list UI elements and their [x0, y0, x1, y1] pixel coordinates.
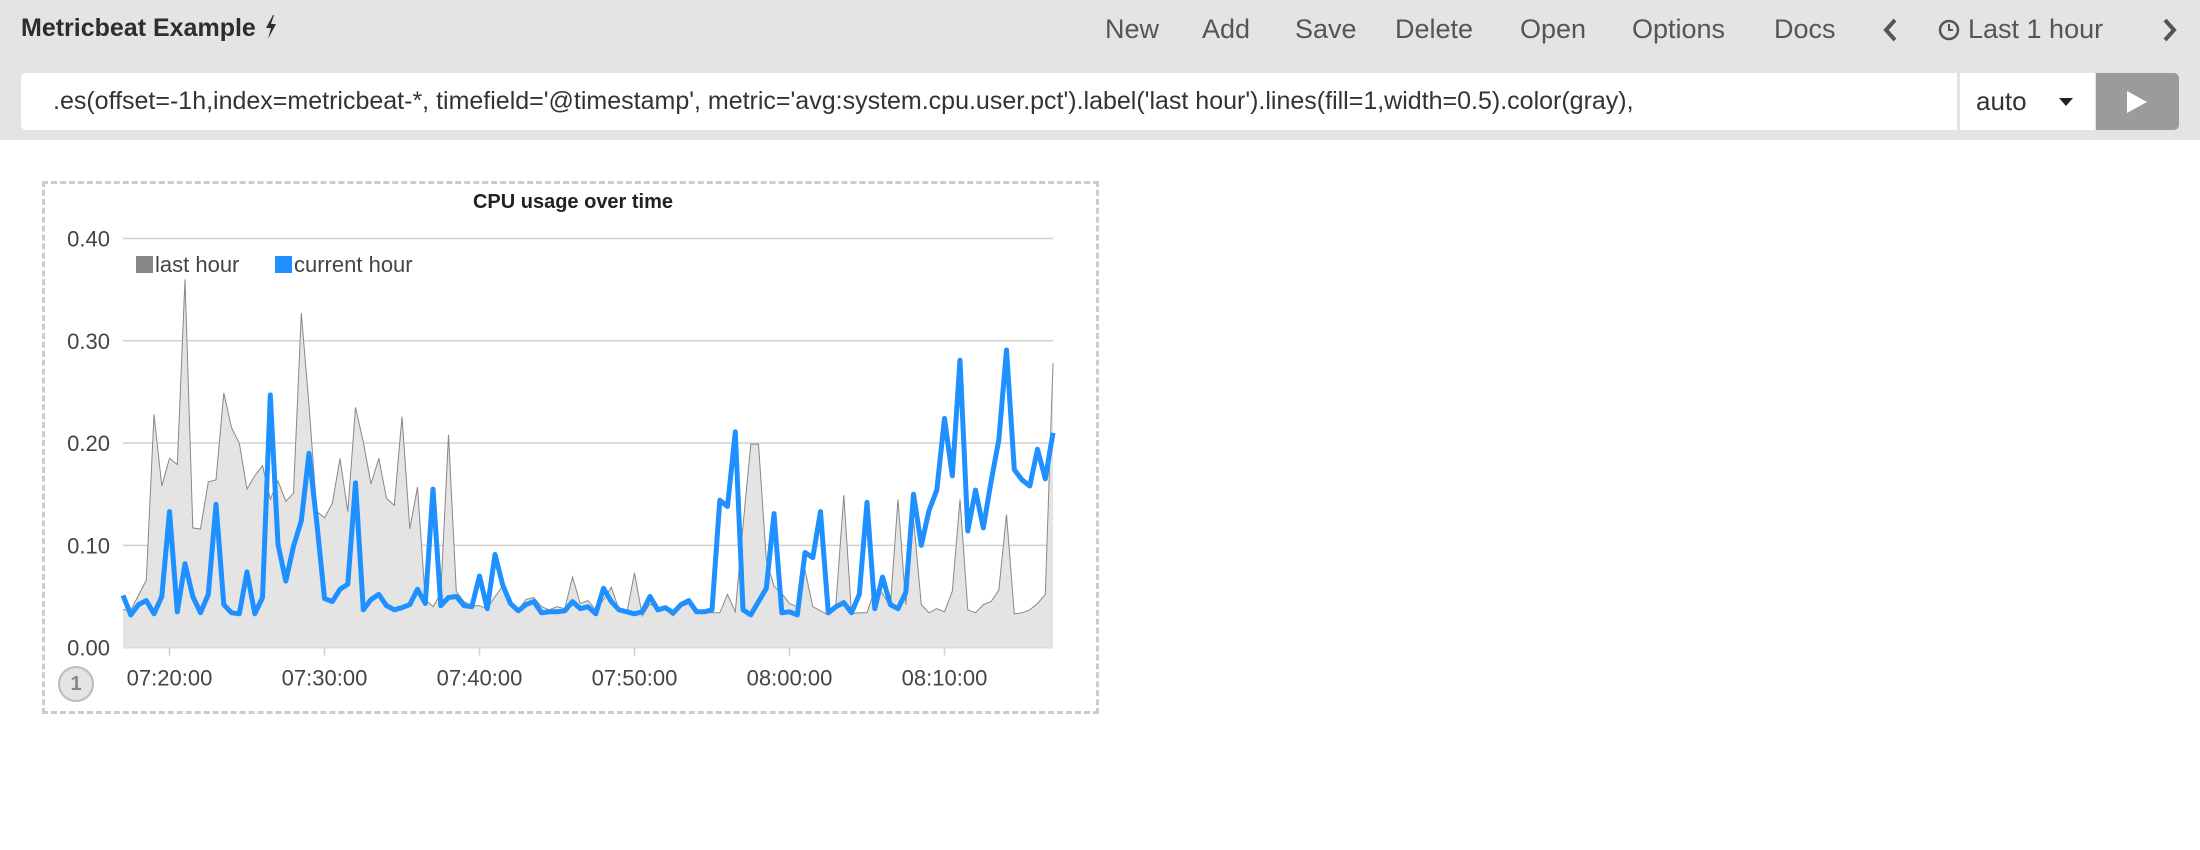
expression-input[interactable]: .es(offset=-1h,index=metricbeat-*, timef… — [21, 73, 1957, 130]
new-button[interactable]: New — [1105, 14, 1160, 44]
chart-panel[interactable]: 0.00 0.10 0.20 0.30 0.40 07:20:00 07:30:00 07:4… — [42, 181, 1099, 714]
y-tick-label: 0.30 — [67, 329, 110, 354]
lightning-bolt-icon — [264, 15, 278, 46]
options-button[interactable]: Options — [1632, 14, 1726, 44]
x-tick-label: 07:30:00 — [282, 666, 368, 691]
x-tick-label: 07:40:00 — [437, 666, 523, 691]
cpu-chart: 0.00 0.10 0.20 0.30 0.40 07:20:00 07:30:00 07:4… — [67, 191, 1056, 691]
docs-button[interactable]: Docs — [1774, 14, 1836, 44]
y-tick-label: 0.10 — [67, 533, 110, 558]
y-tick-label: 0.20 — [67, 431, 110, 456]
run-button[interactable] — [2096, 73, 2179, 130]
delete-button[interactable]: Delete — [1395, 14, 1474, 44]
chart-title: CPU usage over time — [473, 191, 673, 213]
legend: last hour current hour — [136, 252, 413, 277]
x-tick-label: 07:50:00 — [592, 666, 678, 691]
x-tick-label: 08:10:00 — [902, 666, 988, 691]
open-button[interactable]: Open — [1520, 14, 1587, 44]
legend-label-last-hour: last hour — [155, 252, 239, 277]
y-tick-label: 0.40 — [67, 227, 110, 252]
legend-label-current-hour: current hour — [294, 252, 413, 277]
time-range-label: Last 1 hour — [1968, 14, 2104, 44]
legend-swatch-current-hour — [275, 256, 292, 273]
series-area-last-hour — [123, 279, 1053, 648]
play-icon — [2127, 91, 2147, 113]
clock-icon — [1938, 19, 1960, 41]
chevron-left-icon[interactable] — [1882, 16, 1898, 49]
top-bar: Metricbeat Example New Add Save Delete O… — [0, 0, 2200, 140]
legend-swatch-last-hour — [136, 256, 153, 273]
interval-value: auto — [1976, 86, 2027, 116]
x-tick-label: 07:20:00 — [127, 666, 213, 691]
sheet-badge[interactable]: 1 — [58, 666, 94, 702]
chevron-right-icon[interactable] — [2162, 16, 2178, 49]
caret-down-icon — [2059, 98, 2073, 106]
sheet-title: Metricbeat Example — [21, 14, 278, 46]
time-picker[interactable]: Last 1 hour — [1938, 14, 2103, 45]
x-tick-label: 08:00:00 — [747, 666, 833, 691]
sheet-title-text: Metricbeat Example — [21, 14, 256, 42]
save-button[interactable]: Save — [1295, 14, 1357, 44]
y-tick-label: 0.00 — [67, 636, 110, 661]
interval-select[interactable]: auto — [1960, 73, 2095, 130]
add-button[interactable]: Add — [1202, 14, 1251, 44]
